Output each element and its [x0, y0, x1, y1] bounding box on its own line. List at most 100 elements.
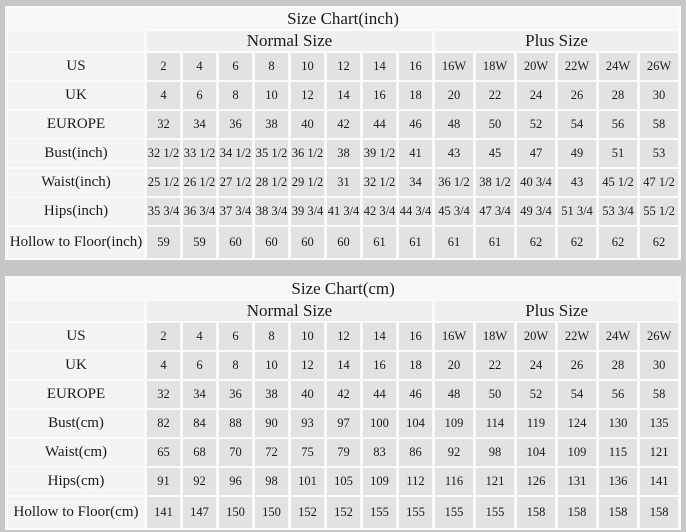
size-cell: 26 1/2	[183, 169, 216, 196]
size-cell: 18W	[476, 323, 514, 350]
size-cell: 18	[399, 352, 432, 379]
size-chart-inch-table: Size Chart(inch) Normal Size Plus Size US 2 4…	[5, 6, 682, 260]
size-cell: 155	[476, 497, 514, 528]
column-group-row: Normal Size Plus Size	[8, 301, 679, 321]
size-cell: 150	[219, 497, 252, 528]
size-cell: 26	[558, 82, 596, 109]
size-cell: 55 1/2	[640, 198, 679, 225]
size-cell: 38 1/2	[476, 169, 514, 196]
size-cell: 79	[327, 439, 360, 466]
size-cell: 18	[399, 82, 432, 109]
size-cell: 58	[640, 111, 679, 138]
size-cell: 29 1/2	[291, 169, 324, 196]
table-row: Bust(cm) 82 84 88 90 93 97 100 104 109 114 119 124 13…	[8, 410, 679, 437]
size-cell: 97	[327, 410, 360, 437]
size-cell: 35 3/4	[147, 198, 180, 225]
size-cell: 2	[147, 323, 180, 350]
table-row: US 2 4 6 8 10 12 14 16 16W 18W 20W 22W 24W 26W	[8, 53, 679, 80]
size-cell: 44	[363, 381, 396, 408]
size-cell: 16	[363, 82, 396, 109]
size-cell: 65	[147, 439, 180, 466]
size-cell: 105	[327, 468, 360, 495]
column-group-normal-size: Normal Size	[147, 301, 432, 321]
column-group-plus-size: Plus Size	[435, 31, 679, 51]
size-cell: 34	[183, 381, 216, 408]
size-cell: 50	[476, 381, 514, 408]
size-cell: 92	[183, 468, 216, 495]
size-cell: 32 1/2	[363, 169, 396, 196]
size-cell: 37 3/4	[219, 198, 252, 225]
size-cell: 33 1/2	[183, 140, 216, 167]
size-cell: 36 1/2	[435, 169, 473, 196]
size-cell: 114	[476, 410, 514, 437]
size-cell: 48	[435, 111, 473, 138]
size-cell: 104	[517, 439, 555, 466]
size-cell: 60	[255, 227, 288, 258]
size-cell: 32	[147, 111, 180, 138]
row-label: Hips(cm)	[8, 468, 144, 495]
size-cell: 39 3/4	[291, 198, 324, 225]
size-cell: 47	[517, 140, 555, 167]
size-cell: 131	[558, 468, 596, 495]
size-cell: 28 1/2	[255, 169, 288, 196]
size-chart-cm-table: Size Chart(cm) Normal Size Plus Size US 2 4 6 8…	[5, 276, 682, 530]
size-cell: 14	[327, 352, 360, 379]
size-cell: 109	[558, 439, 596, 466]
size-cell: 109	[363, 468, 396, 495]
size-cell: 93	[291, 410, 324, 437]
row-label: EUROPE	[8, 111, 144, 138]
size-cell: 61	[363, 227, 396, 258]
size-cell: 26	[558, 352, 596, 379]
size-cell: 47 1/2	[640, 169, 679, 196]
size-chart-inch-title: Size Chart(inch)	[8, 8, 679, 29]
size-cell: 14	[327, 82, 360, 109]
table-title-row: Size Chart(cm)	[8, 278, 679, 299]
size-cell: 10	[255, 82, 288, 109]
row-label: Waist(cm)	[8, 439, 144, 466]
size-cell: 45	[476, 140, 514, 167]
size-cell: 42 3/4	[363, 198, 396, 225]
size-cell: 56	[599, 381, 637, 408]
size-cell: 90	[255, 410, 288, 437]
size-cell: 158	[599, 497, 637, 528]
size-cell: 141	[640, 468, 679, 495]
size-cell: 44	[363, 111, 396, 138]
size-cell: 75	[291, 439, 324, 466]
size-cell: 100	[363, 410, 396, 437]
size-cell: 62	[558, 227, 596, 258]
size-cell: 20	[435, 352, 473, 379]
column-group-row: Normal Size Plus Size	[8, 31, 679, 51]
size-cell: 51	[599, 140, 637, 167]
size-cell: 32	[147, 381, 180, 408]
size-cell: 32 1/2	[147, 140, 180, 167]
size-cell: 60	[291, 227, 324, 258]
size-cell: 116	[435, 468, 473, 495]
size-cell: 51 3/4	[558, 198, 596, 225]
size-cell: 104	[399, 410, 432, 437]
row-label: UK	[8, 352, 144, 379]
size-cell: 82	[147, 410, 180, 437]
size-cell: 6	[219, 53, 252, 80]
size-cell: 91	[147, 468, 180, 495]
size-cell: 12	[291, 352, 324, 379]
size-cell: 121	[476, 468, 514, 495]
size-cell: 30	[640, 352, 679, 379]
size-cell: 6	[183, 352, 216, 379]
size-cell: 20W	[517, 53, 555, 80]
size-cell: 70	[219, 439, 252, 466]
size-cell: 62	[599, 227, 637, 258]
size-cell: 20W	[517, 323, 555, 350]
size-cell: 147	[183, 497, 216, 528]
size-cell: 49 3/4	[517, 198, 555, 225]
size-cell: 62	[517, 227, 555, 258]
size-cell: 22	[476, 352, 514, 379]
size-cell: 98	[255, 468, 288, 495]
size-cell: 54	[558, 111, 596, 138]
row-label: US	[8, 323, 144, 350]
size-cell: 12	[327, 323, 360, 350]
size-cell: 27 1/2	[219, 169, 252, 196]
corner-cell	[8, 301, 144, 321]
size-cell: 41	[399, 140, 432, 167]
size-cell: 109	[435, 410, 473, 437]
size-cell: 36 1/2	[291, 140, 324, 167]
